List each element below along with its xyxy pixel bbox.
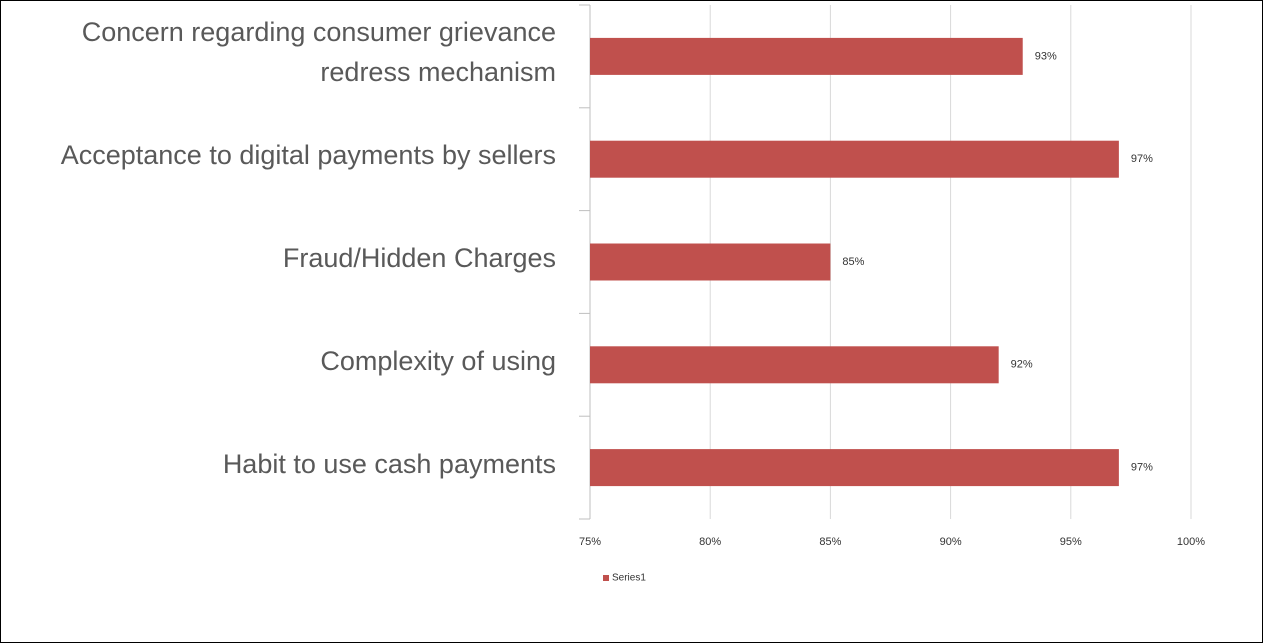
x-tick-label: 85%	[819, 536, 841, 548]
value-label: 85%	[842, 256, 864, 268]
legend-label: Series1	[612, 573, 646, 584]
x-tick-label: 80%	[699, 536, 721, 548]
x-tick-label: 90%	[940, 536, 962, 548]
value-label: 92%	[1011, 359, 1033, 371]
value-label: 93%	[1035, 50, 1057, 62]
category-label: Fraud/Hidden Charges	[282, 242, 556, 273]
x-tick-label: 95%	[1060, 536, 1082, 548]
bar	[590, 37, 1023, 75]
category-label: Habit to use cash payments	[222, 448, 556, 479]
x-tick-label: 100%	[1177, 536, 1205, 548]
value-label: 97%	[1131, 153, 1153, 165]
legend-swatch	[603, 575, 609, 581]
bar	[590, 243, 831, 281]
category-label: Acceptance to digital payments by seller…	[60, 140, 556, 171]
bar	[590, 346, 999, 384]
bar	[590, 140, 1119, 178]
category-label: Complexity of using	[320, 345, 556, 376]
x-tick-label: 75%	[579, 536, 601, 548]
bar	[590, 449, 1119, 487]
value-label: 97%	[1131, 462, 1153, 474]
category-label: Concern regarding consumer grievance red…	[81, 17, 556, 88]
